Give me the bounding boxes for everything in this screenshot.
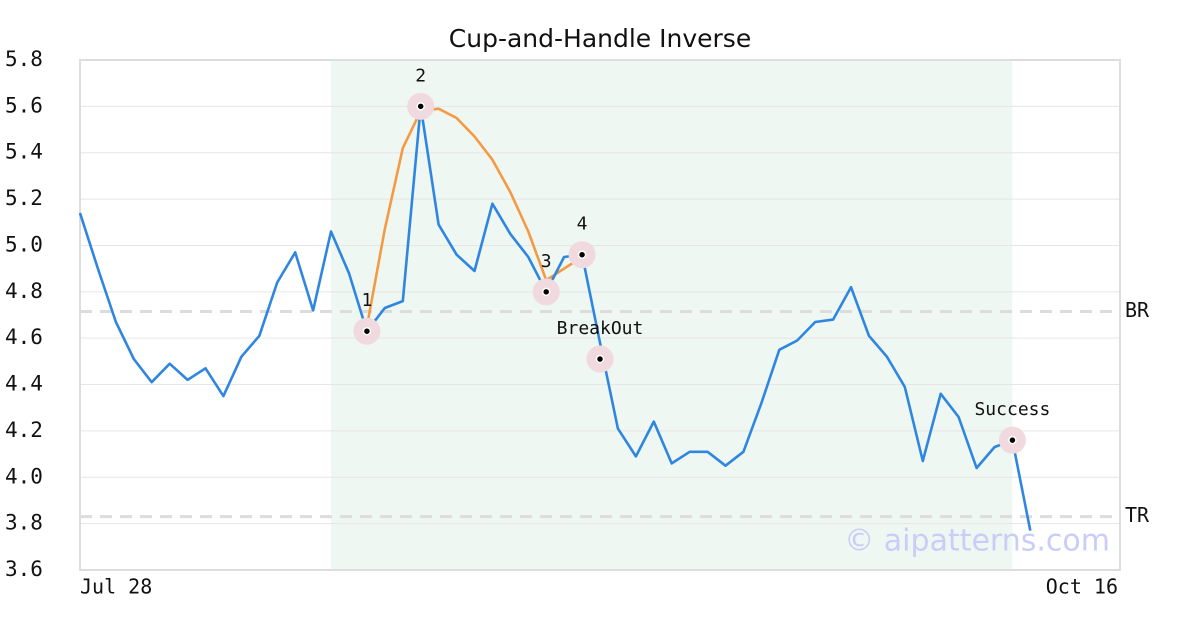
point-label: Success — [974, 399, 1050, 420]
point-label: 2 — [415, 65, 426, 86]
y-tick-label: 4.2 — [5, 418, 43, 442]
point-dot — [1008, 435, 1017, 445]
y-tick-label: 5.6 — [5, 93, 43, 117]
point-label: 3 — [541, 251, 552, 272]
y-tick-label: 5.0 — [5, 232, 43, 256]
y-tick-label: 3.8 — [5, 511, 43, 535]
point-dot — [541, 287, 551, 297]
point-label: 1 — [361, 290, 372, 311]
point-dot — [362, 326, 372, 336]
point-dot — [577, 250, 587, 259]
watermark: © aipatterns.com — [844, 524, 1110, 559]
y-tick-label: 5.2 — [5, 186, 43, 210]
point-label: 4 — [577, 214, 588, 235]
point-label: BreakOut — [557, 318, 644, 339]
y-tick-label: 5.8 — [5, 47, 43, 71]
point-dot — [416, 102, 425, 111]
plot-frame — [79, 59, 1121, 571]
level-label: BR — [1125, 298, 1150, 322]
chart-title: Cup-and-Handle Inverse — [449, 24, 751, 53]
y-tick-label: 4.0 — [5, 464, 43, 488]
series-line — [78, 105, 1032, 531]
y-tick-label: 4.6 — [5, 325, 43, 349]
x-tick-label: Oct 16 — [1046, 575, 1118, 599]
level-label: TR — [1125, 503, 1150, 527]
y-tick-label: 3.6 — [5, 557, 43, 581]
x-tick-label: Jul 28 — [80, 575, 152, 599]
point-dot — [595, 354, 605, 364]
y-tick-label: 5.4 — [5, 140, 43, 164]
y-tick-label: 4.8 — [5, 279, 43, 303]
pattern-region — [331, 60, 1013, 570]
y-tick-label: 4.4 — [5, 372, 43, 396]
